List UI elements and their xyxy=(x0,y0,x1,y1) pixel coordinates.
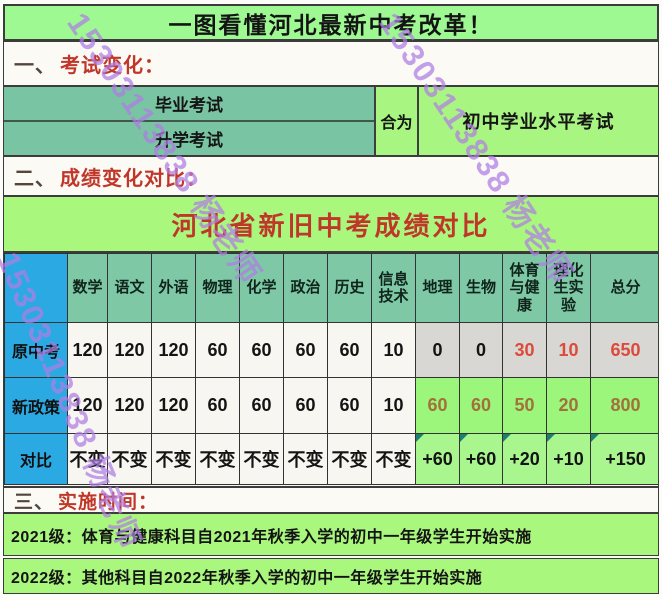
column-header: 物理 xyxy=(195,253,240,323)
column-header: 理化 生实 验 xyxy=(546,253,591,323)
score-cell: 不变 xyxy=(107,433,152,485)
score-cell: 10 xyxy=(546,322,591,378)
section-number: 二、 xyxy=(14,167,56,190)
implementation-note-2021: 2021级：体育与健康科目自2021年秋季入学的初中一年级学生开始实施 xyxy=(3,513,659,556)
score-cell: 60 xyxy=(283,377,328,434)
score-cell: 120 xyxy=(107,377,152,434)
score-cell: +60 xyxy=(459,433,503,485)
column-header: 历史 xyxy=(327,253,372,323)
score-cell: 60 xyxy=(327,322,372,378)
score-cell: 50 xyxy=(502,377,547,434)
score-cell: 10 xyxy=(371,377,416,434)
exam-merge-table: 毕业考试 升学考试 合为 初中学业水平考试 xyxy=(3,86,659,156)
column-header: 数学 xyxy=(67,253,108,323)
implementation-text: 2022级：其他科目自2022年秋季入学的初中一年级学生开始实施 xyxy=(11,570,483,587)
score-cell: 650 xyxy=(590,322,658,378)
old-exam-label: 升学考试 xyxy=(155,131,223,150)
score-cell: 120 xyxy=(107,322,152,378)
column-header: 体育 与健 康 xyxy=(502,253,547,323)
score-cell: 20 xyxy=(546,377,591,434)
score-cell: 60 xyxy=(239,322,284,378)
score-cell: 800 xyxy=(590,377,658,434)
score-cell: 不变 xyxy=(327,433,372,485)
score-table-title: 河北省新旧中考成绩对比 xyxy=(171,210,491,241)
column-header: 总分 xyxy=(590,253,658,323)
score-cell: +20 xyxy=(502,433,547,485)
row-label: 新政策 xyxy=(4,377,68,434)
score-cell: 30 xyxy=(502,322,547,378)
score-cell: +60 xyxy=(415,433,460,485)
column-header: 信息 技术 xyxy=(371,253,416,323)
column-header: 生物 xyxy=(459,253,503,323)
column-header: 化学 xyxy=(239,253,284,323)
score-comparison-table-wrap: 数学 语文 外语 物理 化学 政治 历史 信息 技术 地理 生物 体育 与健 康理化 生实 验总分 … xyxy=(3,252,659,487)
score-cell: 120 xyxy=(67,377,108,434)
score-cell: 60 xyxy=(459,377,503,434)
score-cell: +10 xyxy=(546,433,591,485)
score-table-title-banner: 河北省新旧中考成绩对比 xyxy=(3,196,659,252)
score-cell: 60 xyxy=(415,377,460,434)
new-exam-label: 初中学业水平考试 xyxy=(462,112,615,132)
old-exam-entrance-cell: 升学考试 xyxy=(4,122,374,155)
table-row: 对比 不变 不变 不变 不变 不变 不变 不变 不变 +60 +60 +20 +10 +150 xyxy=(4,433,658,485)
old-exam-label: 毕业考试 xyxy=(155,96,223,115)
score-cell: 120 xyxy=(151,377,196,434)
section-heading-score-comparison: 二、 成绩变化对比： xyxy=(3,156,659,196)
new-exam-cell: 初中学业水平考试 xyxy=(419,87,658,155)
implementation-note-2022: 2022级：其他科目自2022年秋季入学的初中一年级学生开始实施 xyxy=(3,558,659,594)
score-cell: 不变 xyxy=(239,433,284,485)
table-header-row: 数学 语文 外语 物理 化学 政治 历史 信息 技术 地理 生物 体育 与健 康理化 生实 验总分 xyxy=(4,253,658,323)
section-label: 实施时间： xyxy=(58,491,159,513)
table-row: 新政策 120 120 120 60 60 60 60 10 60 60 50 20 800 xyxy=(4,377,658,434)
score-cell: 60 xyxy=(327,377,372,434)
table-corner-cell xyxy=(4,253,68,323)
implementation-text: 2021级：体育与健康科目自2021年秋季入学的初中一年级学生开始实施 xyxy=(11,528,532,546)
score-cell: 120 xyxy=(151,322,196,378)
section-heading-implementation: 三、 实施时间： xyxy=(3,487,659,513)
old-exams-column: 毕业考试 升学考试 xyxy=(4,87,376,155)
score-cell: 120 xyxy=(67,322,108,378)
main-title-banner: 一图看懂河北最新中考改革！ xyxy=(3,4,659,41)
table-row: 原中考 120 120 120 60 60 60 60 10 0 0 30 10 650 xyxy=(4,322,658,378)
row-label: 原中考 xyxy=(4,322,68,378)
score-cell: 60 xyxy=(195,322,240,378)
score-cell: 不变 xyxy=(195,433,240,485)
column-header: 语文 xyxy=(107,253,152,323)
section-heading-exam-changes: 一、 考试变化： xyxy=(3,41,659,86)
score-cell: 0 xyxy=(459,322,503,378)
score-cell: 不变 xyxy=(283,433,328,485)
score-cell: 60 xyxy=(195,377,240,434)
column-header: 地理 xyxy=(415,253,460,323)
merge-into-cell: 合为 xyxy=(376,87,419,155)
column-header: 外语 xyxy=(151,253,196,323)
score-comparison-table: 数学 语文 外语 物理 化学 政治 历史 信息 技术 地理 生物 体育 与健 康理化 生实 验总分 … xyxy=(4,253,658,485)
section-number: 一、 xyxy=(14,55,56,77)
score-cell: 不变 xyxy=(67,433,108,485)
score-cell: +150 xyxy=(590,433,658,485)
score-cell: 不变 xyxy=(151,433,196,485)
section-label: 成绩变化对比： xyxy=(60,167,207,190)
score-cell: 10 xyxy=(371,322,416,378)
old-exam-graduation-cell: 毕业考试 xyxy=(4,87,374,122)
score-cell: 60 xyxy=(239,377,284,434)
column-header: 政治 xyxy=(283,253,328,323)
section-label: 考试变化： xyxy=(60,55,165,77)
score-cell: 60 xyxy=(283,322,328,378)
main-title: 一图看懂河北最新中考改革！ xyxy=(168,11,494,38)
row-label: 对比 xyxy=(4,433,68,485)
section-number: 三、 xyxy=(14,491,55,513)
score-cell: 不变 xyxy=(371,433,416,485)
merge-label: 合为 xyxy=(380,115,413,132)
score-cell: 0 xyxy=(415,322,460,378)
